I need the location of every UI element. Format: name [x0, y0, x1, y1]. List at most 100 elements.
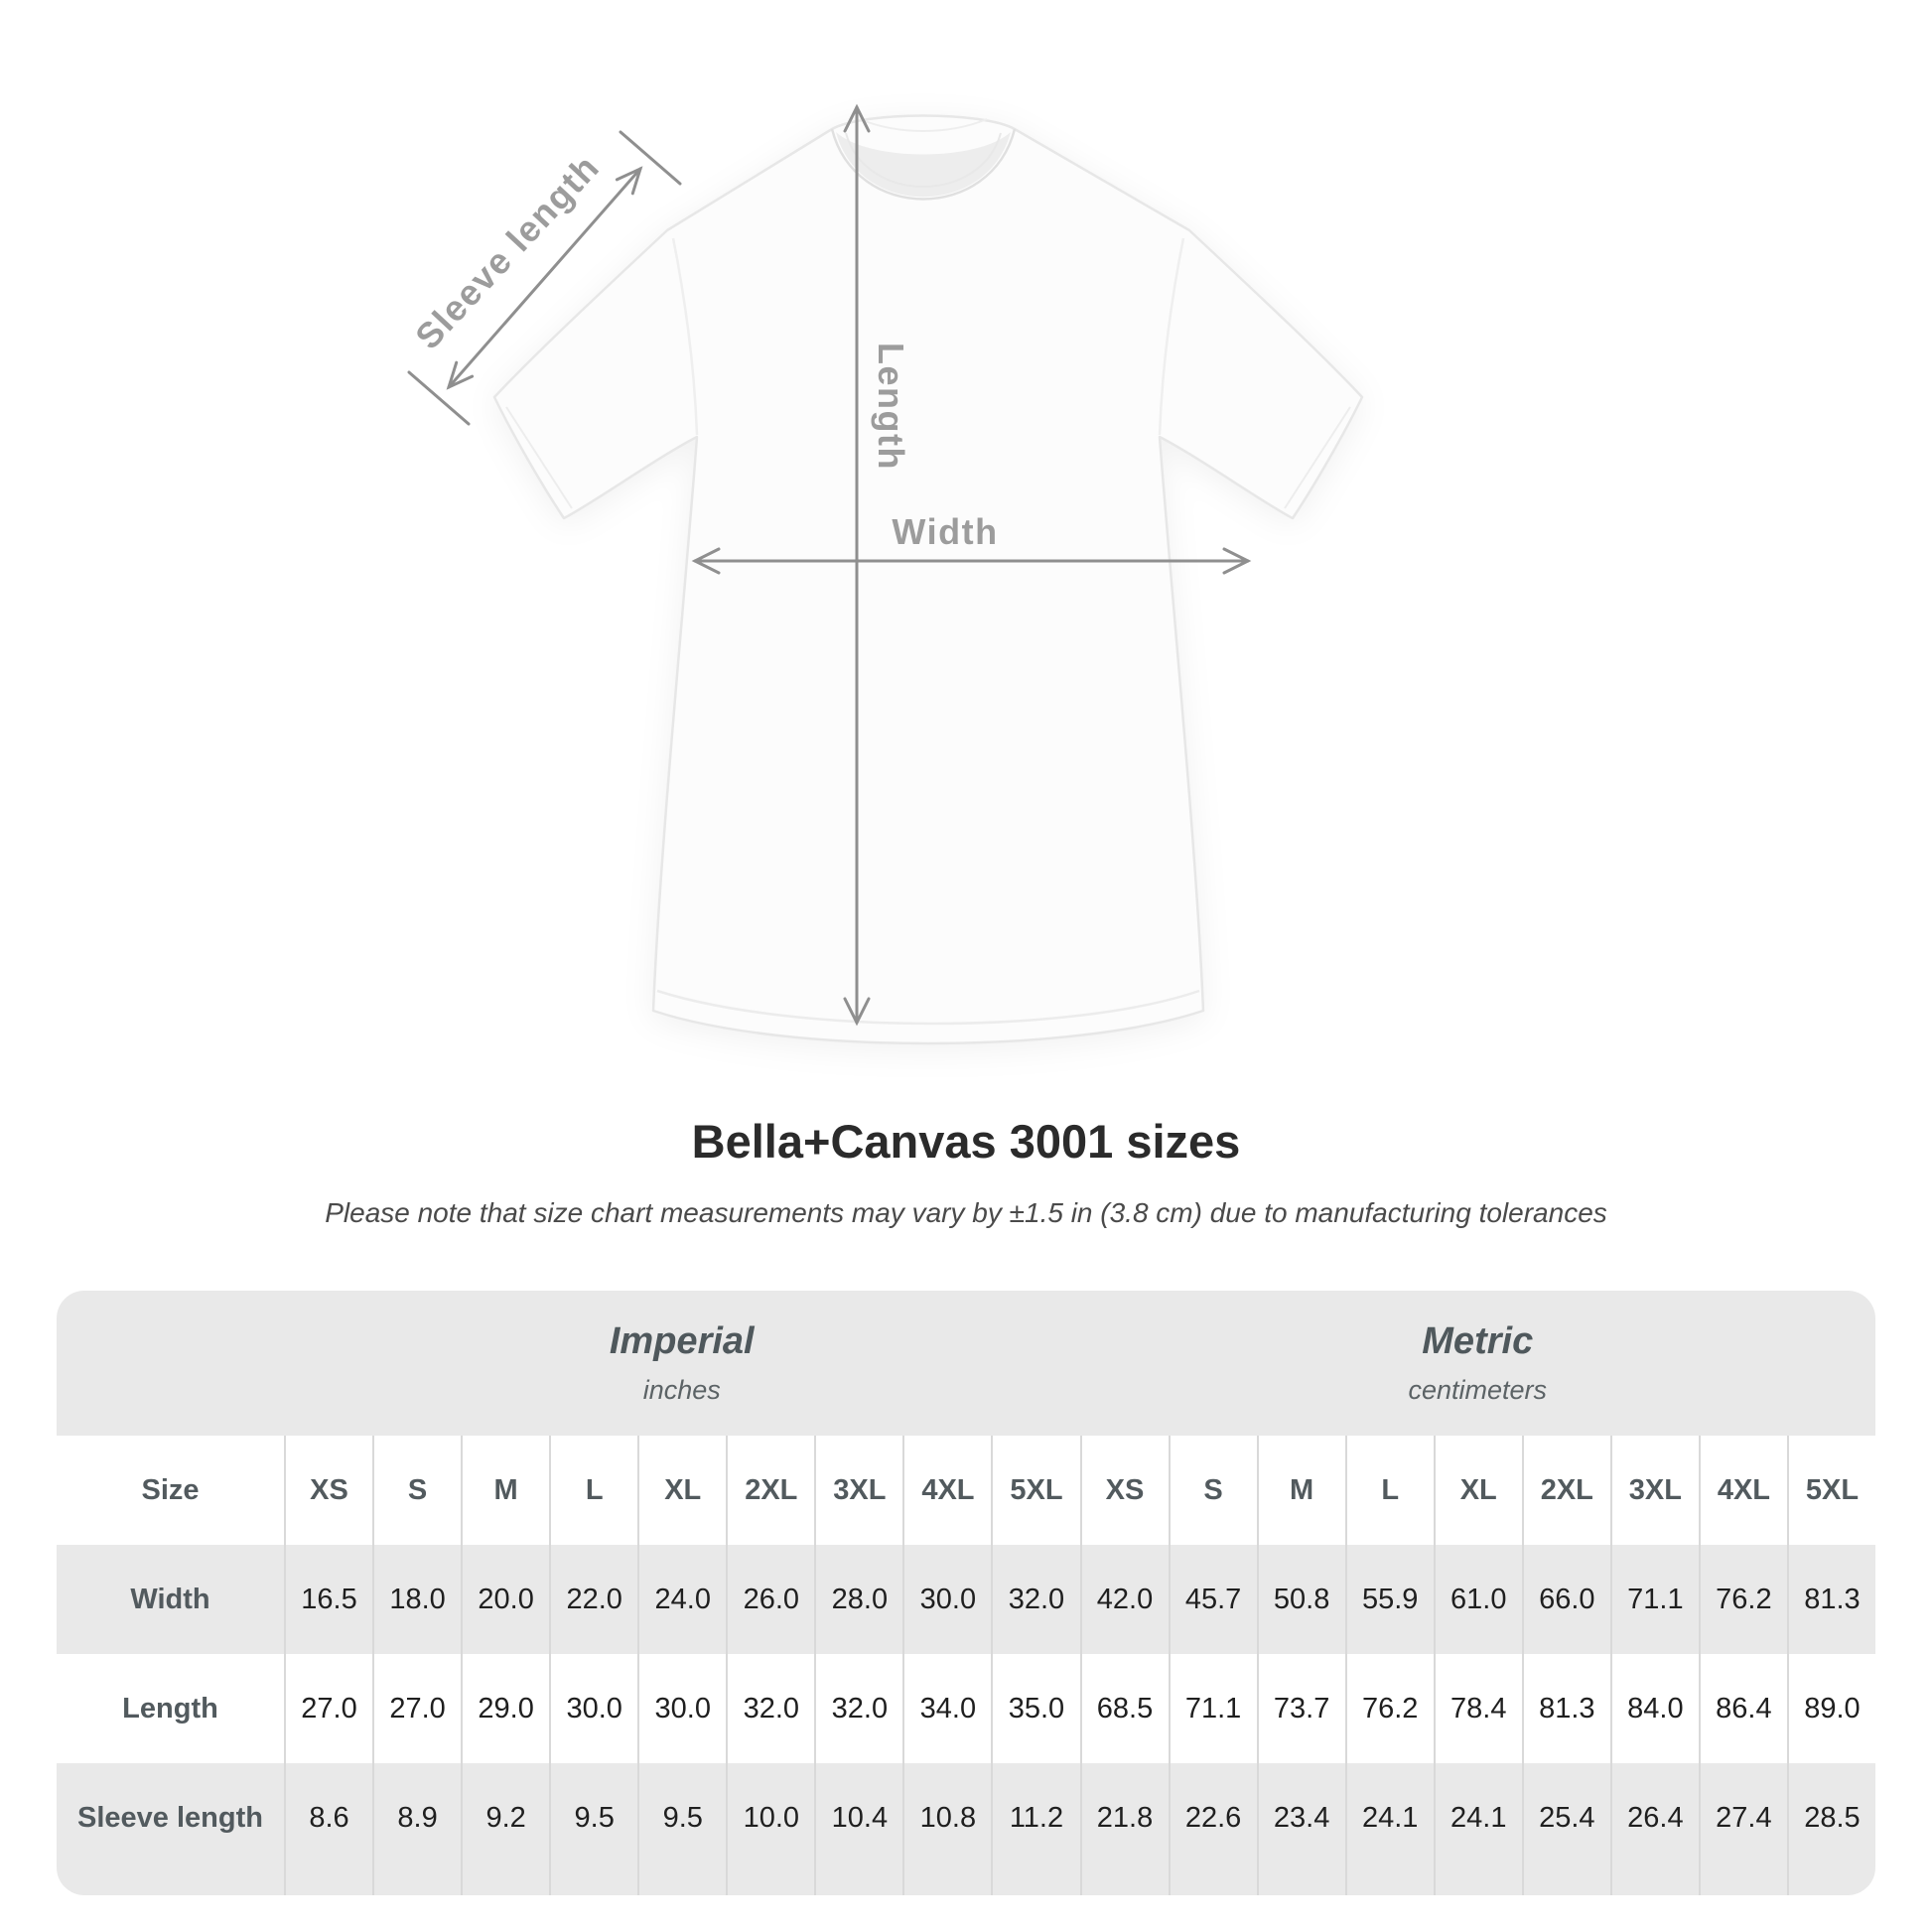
size-header: 2XL: [1521, 1436, 1610, 1545]
measurement-value: 21.8: [1079, 1763, 1169, 1895]
measurement-value: 9.5: [637, 1763, 726, 1895]
collar-shadow: [836, 132, 1011, 198]
size-header: 5XL: [1786, 1436, 1875, 1545]
unit-band-spacer: [57, 1291, 284, 1436]
width-label: Width: [892, 511, 998, 552]
size-header: M: [461, 1436, 549, 1545]
size-header: XS: [1079, 1436, 1169, 1545]
measurement-value: 50.8: [1256, 1545, 1345, 1654]
measurement-value: 24.1: [1433, 1763, 1522, 1895]
measurement-value: 86.4: [1698, 1654, 1787, 1763]
unit-label: Metric: [1422, 1320, 1534, 1362]
measurement-value: 45.7: [1168, 1545, 1257, 1654]
measurement-value: 55.9: [1344, 1545, 1434, 1654]
measurement-value: 11.2: [991, 1763, 1079, 1895]
measurement-value: 23.4: [1256, 1763, 1345, 1895]
measurement-value: 8.6: [284, 1763, 372, 1895]
size-header: XL: [637, 1436, 726, 1545]
sleeve-length-arrow: [407, 130, 682, 426]
size-header: XL: [1433, 1436, 1522, 1545]
measurement-value: 28.5: [1786, 1763, 1875, 1895]
measurement-value: 25.4: [1521, 1763, 1610, 1895]
measurement-value: 20.0: [461, 1545, 549, 1654]
measurement-value: 89.0: [1786, 1654, 1875, 1763]
unit-sublabel: inches: [642, 1375, 721, 1405]
measurement-value: 8.9: [372, 1763, 461, 1895]
size-header: L: [549, 1436, 637, 1545]
tshirt-diagram: Length Width Sleeve length: [407, 103, 1364, 1045]
size-header: L: [1344, 1436, 1434, 1545]
measurement-value: 30.0: [637, 1654, 726, 1763]
measurement-value: 68.5: [1079, 1654, 1169, 1763]
measurement-value: 27.0: [372, 1654, 461, 1763]
measurement-value: 84.0: [1609, 1654, 1699, 1763]
size-header: 2XL: [726, 1436, 814, 1545]
measurement-value: 35.0: [991, 1654, 1079, 1763]
measurement-value: 81.3: [1521, 1654, 1610, 1763]
table-row: Imperial inches Metric centimeters: [57, 1291, 1875, 1436]
measurement-value: 78.4: [1433, 1654, 1522, 1763]
table-row: Length 27.0 27.0 29.0 30.0 30.0 32.0 32.0 34.0 35…: [57, 1654, 1875, 1763]
size-table: Imperial inches Metric centimeters Size XS S M L…: [57, 1291, 1875, 1895]
size-header: M: [1256, 1436, 1345, 1545]
measurement-value: 30.0: [902, 1545, 991, 1654]
measurement-value: 24.1: [1344, 1763, 1434, 1895]
measurement-value: 22.0: [549, 1545, 637, 1654]
page-title: Bella+Canvas 3001 sizes: [691, 1115, 1241, 1168]
unit-group-metric: Metric centimeters: [1080, 1291, 1876, 1436]
unit-label: Imperial: [609, 1320, 755, 1362]
measurement-value: 22.6: [1168, 1763, 1257, 1895]
page-subtitle: Please note that size chart measurements…: [325, 1197, 1607, 1228]
measurement-value: 28.0: [814, 1545, 902, 1654]
size-header: 5XL: [991, 1436, 1079, 1545]
measurement-value: 9.2: [461, 1763, 549, 1895]
measurement-value: 26.4: [1609, 1763, 1699, 1895]
measurement-value: 76.2: [1344, 1654, 1434, 1763]
measurement-value: 27.0: [284, 1654, 372, 1763]
measurement-value: 42.0: [1079, 1545, 1169, 1654]
size-column-header: Size: [141, 1473, 200, 1506]
size-header: S: [1168, 1436, 1257, 1545]
size-header: 4XL: [1698, 1436, 1787, 1545]
measurement-value: 32.0: [814, 1654, 902, 1763]
size-header: 3XL: [1609, 1436, 1699, 1545]
width-arrow: [691, 547, 1252, 575]
measurement-value: 18.0: [372, 1545, 461, 1654]
table-row: Width 16.5 18.0 20.0 22.0 24.0 26.0 28.0 30.0 32.…: [57, 1545, 1875, 1654]
measurement-value: 32.0: [726, 1654, 814, 1763]
measurement-value: 71.1: [1168, 1654, 1257, 1763]
measurement-value: 9.5: [549, 1763, 637, 1895]
measurement-value: 71.1: [1609, 1545, 1699, 1654]
row-label: Width: [130, 1583, 210, 1615]
row-label: Length: [122, 1692, 218, 1725]
measurement-value: 34.0: [902, 1654, 991, 1763]
table-row: Size XS S M L XL 2XL 3XL 4XL 5XL XS S M L XL 2XL 3XL 4XL 5…: [57, 1436, 1875, 1545]
measurement-value: 10.4: [814, 1763, 902, 1895]
length-label: Length: [871, 343, 911, 471]
measurement-value: 32.0: [991, 1545, 1079, 1654]
measurement-value: 73.7: [1256, 1654, 1345, 1763]
measurement-value: 16.5: [284, 1545, 372, 1654]
measurement-value: 81.3: [1786, 1545, 1875, 1654]
length-arrow: [843, 103, 871, 1027]
row-label: Sleeve length: [77, 1801, 263, 1834]
unit-group-imperial: Imperial inches: [284, 1291, 1080, 1436]
measurement-value: 66.0: [1521, 1545, 1610, 1654]
tshirt-image: [492, 114, 1364, 1045]
measurement-value: 76.2: [1698, 1545, 1787, 1654]
measurement-value: 10.8: [902, 1763, 991, 1895]
measurement-value: 10.0: [726, 1763, 814, 1895]
measurement-value: 26.0: [726, 1545, 814, 1654]
size-header: XS: [284, 1436, 372, 1545]
measurement-value: 29.0: [461, 1654, 549, 1763]
size-header: S: [372, 1436, 461, 1545]
measurement-value: 24.0: [637, 1545, 726, 1654]
measurement-value: 30.0: [549, 1654, 637, 1763]
measurement-value: 27.4: [1698, 1763, 1787, 1895]
measurement-value: 61.0: [1433, 1545, 1522, 1654]
size-header: 4XL: [902, 1436, 991, 1545]
size-header: 3XL: [814, 1436, 902, 1545]
unit-sublabel: centimeters: [1408, 1375, 1548, 1405]
table-row: Sleeve length 8.6 8.9 9.2 9.5 9.5 10.0 10.4 10.8…: [57, 1763, 1875, 1895]
